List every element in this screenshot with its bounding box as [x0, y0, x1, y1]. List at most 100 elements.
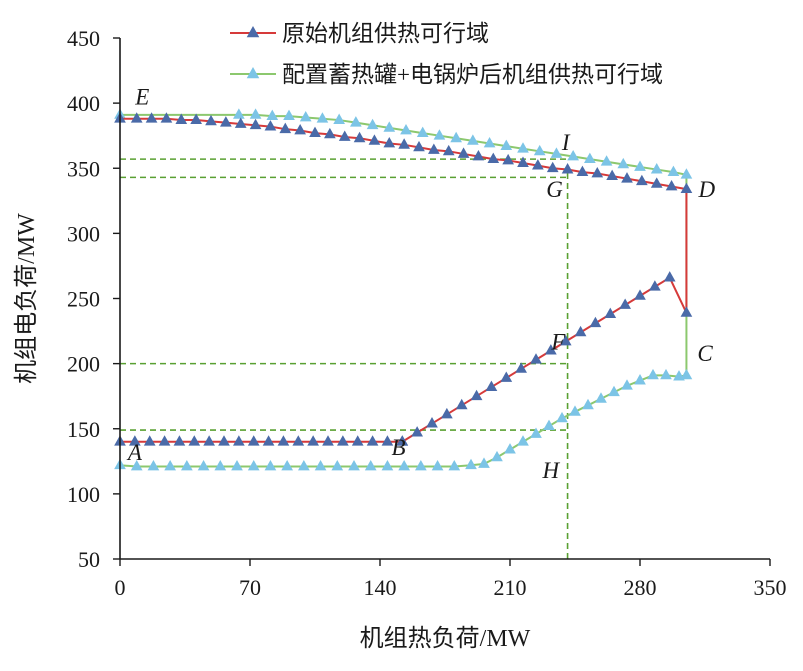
data-point-marker: [442, 144, 455, 156]
y-tick-label: 350: [67, 156, 100, 181]
legend: 原始机组供热可行域 配置蓄热罐+电锅炉后机组供热可行域: [230, 21, 663, 87]
data-point-marker: [634, 160, 646, 171]
data-point-marker: [680, 182, 693, 193]
x-tick-label: 140: [364, 575, 397, 600]
data-point-marker: [660, 368, 672, 380]
data-point-marker: [487, 152, 500, 164]
data-point-marker: [426, 417, 438, 428]
data-point-marker: [455, 398, 468, 410]
data-point-marker: [431, 460, 444, 471]
data-point-marker: [262, 435, 275, 446]
point-label-I: I: [561, 130, 571, 155]
data-point-marker: [298, 460, 310, 471]
series-line: [119, 113, 688, 468]
data-point-marker: [396, 435, 409, 446]
data-point-marker: [249, 118, 262, 130]
legend-marker-configured: [246, 67, 260, 79]
data-point-marker: [307, 435, 319, 446]
data-point-marker: [650, 177, 663, 188]
data-point-marker: [545, 344, 557, 355]
data-point-marker: [650, 163, 663, 174]
data-point-marker: [483, 137, 496, 148]
y-tick-label: 100: [67, 482, 100, 507]
data-point-marker: [190, 113, 202, 124]
x-tick-label: 0: [115, 575, 126, 600]
data-point-marker: [478, 457, 490, 468]
data-point-marker: [589, 316, 602, 328]
data-point-marker: [309, 126, 321, 137]
data-point-marker: [647, 368, 659, 380]
data-point-marker: [264, 120, 277, 131]
data-point-marker: [400, 123, 412, 135]
data-point-marker: [415, 460, 427, 471]
data-point-marker: [550, 147, 563, 158]
data-point-marker: [680, 168, 693, 179]
data-point-marker: [567, 150, 579, 161]
x-tick-label: 70: [239, 575, 261, 600]
point-label-E: E: [134, 84, 149, 109]
data-point-marker: [324, 127, 336, 139]
data-point-marker: [316, 112, 329, 123]
data-point-marker: [584, 152, 596, 164]
data-point-marker: [338, 130, 351, 141]
data-point-marker: [582, 398, 594, 410]
point-label-C: C: [697, 341, 713, 366]
series-0: [114, 112, 693, 446]
x-ticks: 0 70 140 210 280 350: [115, 559, 787, 600]
data-point-marker: [576, 165, 589, 177]
data-point-marker: [348, 460, 360, 471]
data-point-marker: [530, 427, 542, 438]
reference-lines: [120, 158, 569, 559]
data-point-marker: [561, 163, 574, 174]
data-point-marker: [569, 405, 581, 416]
data-point-marker: [591, 166, 604, 178]
data-point-marker: [504, 443, 516, 454]
data-point-marker: [351, 435, 364, 446]
data-point-marker: [413, 140, 425, 152]
data-point-marker: [333, 113, 345, 124]
y-ticks: 50 100 150 200 250 300 350 400 450: [67, 26, 120, 572]
data-point-marker: [621, 172, 633, 183]
data-point-marker: [680, 306, 693, 317]
data-point-marker: [470, 389, 483, 401]
legend-item-original: 原始机组供热可行域: [230, 21, 489, 46]
y-tick-label: 150: [67, 417, 100, 442]
data-point-marker: [331, 460, 344, 471]
x-tick-label: 350: [754, 575, 787, 600]
data-point-marker: [530, 353, 542, 364]
data-point-marker: [617, 157, 630, 169]
data-point-marker: [188, 435, 201, 446]
data-point-marker: [353, 131, 366, 143]
data-point-marker: [294, 123, 306, 135]
data-point-marker: [160, 112, 173, 123]
data-point-marker: [231, 460, 243, 471]
data-point-marker: [175, 113, 188, 124]
data-point-marker: [433, 129, 446, 140]
data-point-marker: [197, 460, 210, 471]
x-tick-label: 280: [624, 575, 657, 600]
data-point-marker: [247, 435, 260, 446]
y-axis-title: 机组电负荷/MW: [13, 213, 40, 384]
data-point-marker: [203, 435, 215, 446]
data-point-marker: [600, 155, 613, 166]
data-point-marker: [517, 142, 529, 153]
data-point-marker: [450, 131, 462, 143]
data-point-marker: [214, 460, 227, 471]
data-point-marker: [292, 435, 305, 446]
data-point-marker: [143, 435, 156, 446]
data-point-marker: [515, 362, 527, 373]
data-point-marker: [428, 143, 440, 154]
data-point-marker: [500, 371, 513, 382]
y-tick-label: 50: [78, 547, 100, 572]
data-point-marker: [233, 108, 245, 119]
point-label-H: H: [542, 458, 561, 483]
point-label-G: G: [546, 177, 563, 202]
data-point-marker: [299, 110, 312, 122]
point-label-D: D: [698, 177, 716, 202]
series-layer: [114, 108, 693, 471]
data-point-marker: [368, 134, 381, 145]
data-point-marker: [247, 460, 260, 471]
data-point-marker: [491, 450, 503, 462]
data-point-marker: [485, 380, 498, 391]
data-point-marker: [559, 334, 572, 346]
